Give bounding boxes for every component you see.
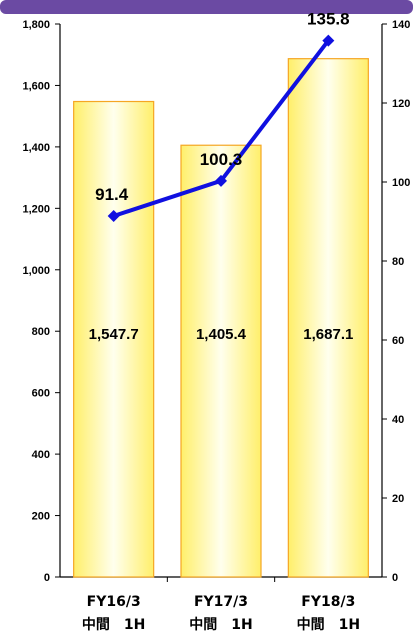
bar-series: 1,547.7 1,405.4 1,687.1 bbox=[73, 58, 369, 578]
right-tick-label: 40 bbox=[392, 414, 404, 426]
category-labels: FY16/3 中間 1H FY17/3 中間 1H FY18/3 中間 1H bbox=[82, 594, 360, 633]
right-tick-label: 100 bbox=[392, 177, 410, 189]
right-tick-label: 140 bbox=[392, 19, 410, 31]
line-series: 91.4 100.3 135.8 bbox=[95, 10, 350, 222]
right-tick-label: 60 bbox=[392, 335, 404, 347]
left-tick-label: 600 bbox=[32, 388, 50, 400]
category-label: FY16/3 bbox=[87, 594, 141, 610]
right-tick-label: 0 bbox=[392, 572, 398, 584]
line-value-label: 91.4 bbox=[95, 185, 129, 204]
left-tick-label: 1,000 bbox=[22, 265, 50, 277]
right-tick-label: 20 bbox=[392, 493, 404, 505]
bar bbox=[180, 144, 262, 578]
line-point bbox=[215, 174, 227, 187]
bar-value-label: 1,547.7 bbox=[89, 326, 139, 343]
line-point bbox=[322, 34, 335, 47]
left-tick-label: 1,200 bbox=[22, 203, 50, 215]
category-sublabel: 中間 1H bbox=[297, 616, 360, 633]
category-sublabel: 中間 1H bbox=[189, 616, 252, 633]
right-tick-label: 80 bbox=[392, 256, 404, 268]
line-point bbox=[107, 209, 120, 222]
bar bbox=[73, 100, 155, 578]
line-value-label: 100.3 bbox=[200, 150, 243, 169]
left-tick-label: 200 bbox=[32, 511, 50, 523]
bar bbox=[287, 58, 369, 578]
category-label: FY17/3 bbox=[194, 594, 248, 610]
right-axis: 0 20 40 60 80 100 120 140 bbox=[381, 19, 410, 584]
right-tick-label: 120 bbox=[392, 98, 410, 110]
left-axis: 0 200 400 600 800 1,000 1,200 1,400 1,600 1,800 bbox=[22, 19, 382, 584]
line-value-label: 135.8 bbox=[307, 10, 350, 29]
left-tick-label: 1,800 bbox=[22, 19, 50, 31]
bar-value-label: 1,687.1 bbox=[303, 326, 353, 343]
left-tick-label: 0 bbox=[44, 572, 50, 584]
left-tick-label: 1,600 bbox=[22, 80, 50, 92]
header-banner bbox=[0, 0, 413, 14]
left-tick-label: 800 bbox=[32, 326, 50, 338]
category-sublabel: 中間 1H bbox=[82, 616, 145, 633]
left-tick-label: 400 bbox=[32, 449, 50, 461]
category-label: FY18/3 bbox=[301, 594, 355, 610]
bar-value-label: 1,405.4 bbox=[196, 326, 247, 343]
left-tick-label: 1,400 bbox=[22, 142, 50, 154]
